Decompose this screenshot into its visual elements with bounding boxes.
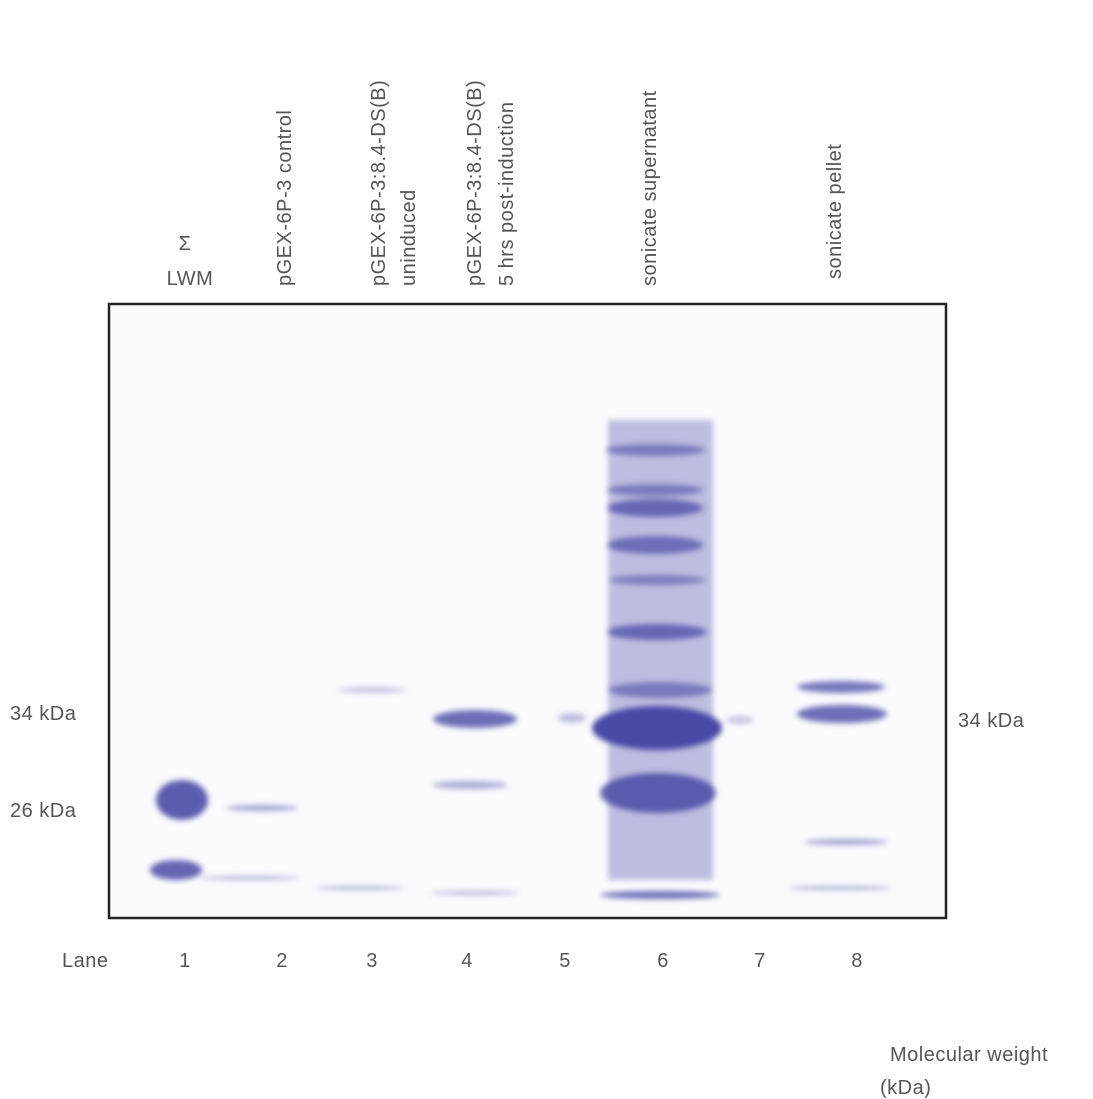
gel (107, 302, 948, 920)
lane-header: LWM (167, 268, 214, 290)
lane-number: 4 (461, 950, 473, 972)
lane-number: 7 (754, 950, 766, 972)
lane-header: sonicate pellet (824, 144, 846, 279)
lane-header: 5 hrs post-induction (496, 101, 518, 286)
lane-header: pGEX-6P-3 control (274, 110, 296, 286)
axis-note: Molecular weight (890, 1044, 1048, 1066)
lane-number: 3 (366, 950, 378, 972)
marker-label: 26 kDa (10, 800, 77, 822)
axis-note: (kDa) (880, 1077, 931, 1099)
marker-label: 34 kDa (958, 710, 1025, 732)
lane-label: Lane (62, 950, 109, 972)
marker-label: 34 kDa (10, 703, 77, 725)
lane-header: Σ (179, 233, 192, 255)
lane-header: uninduced (398, 189, 420, 286)
lane-number: 8 (851, 950, 863, 972)
lane-header: sonicate supernatant (639, 90, 661, 286)
lane-number: 5 (559, 950, 571, 972)
lane-number: 1 (179, 950, 191, 972)
lane-header: pGEX-6P-3:8.4-DS(B) (464, 80, 486, 286)
lane-numbers: 1 2 3 4 5 6 7 8 (179, 950, 863, 972)
lane-header: pGEX-6P-3:8.4-DS(B) (368, 80, 390, 286)
lane-number: 2 (276, 950, 288, 972)
lane-number: 6 (657, 950, 669, 972)
